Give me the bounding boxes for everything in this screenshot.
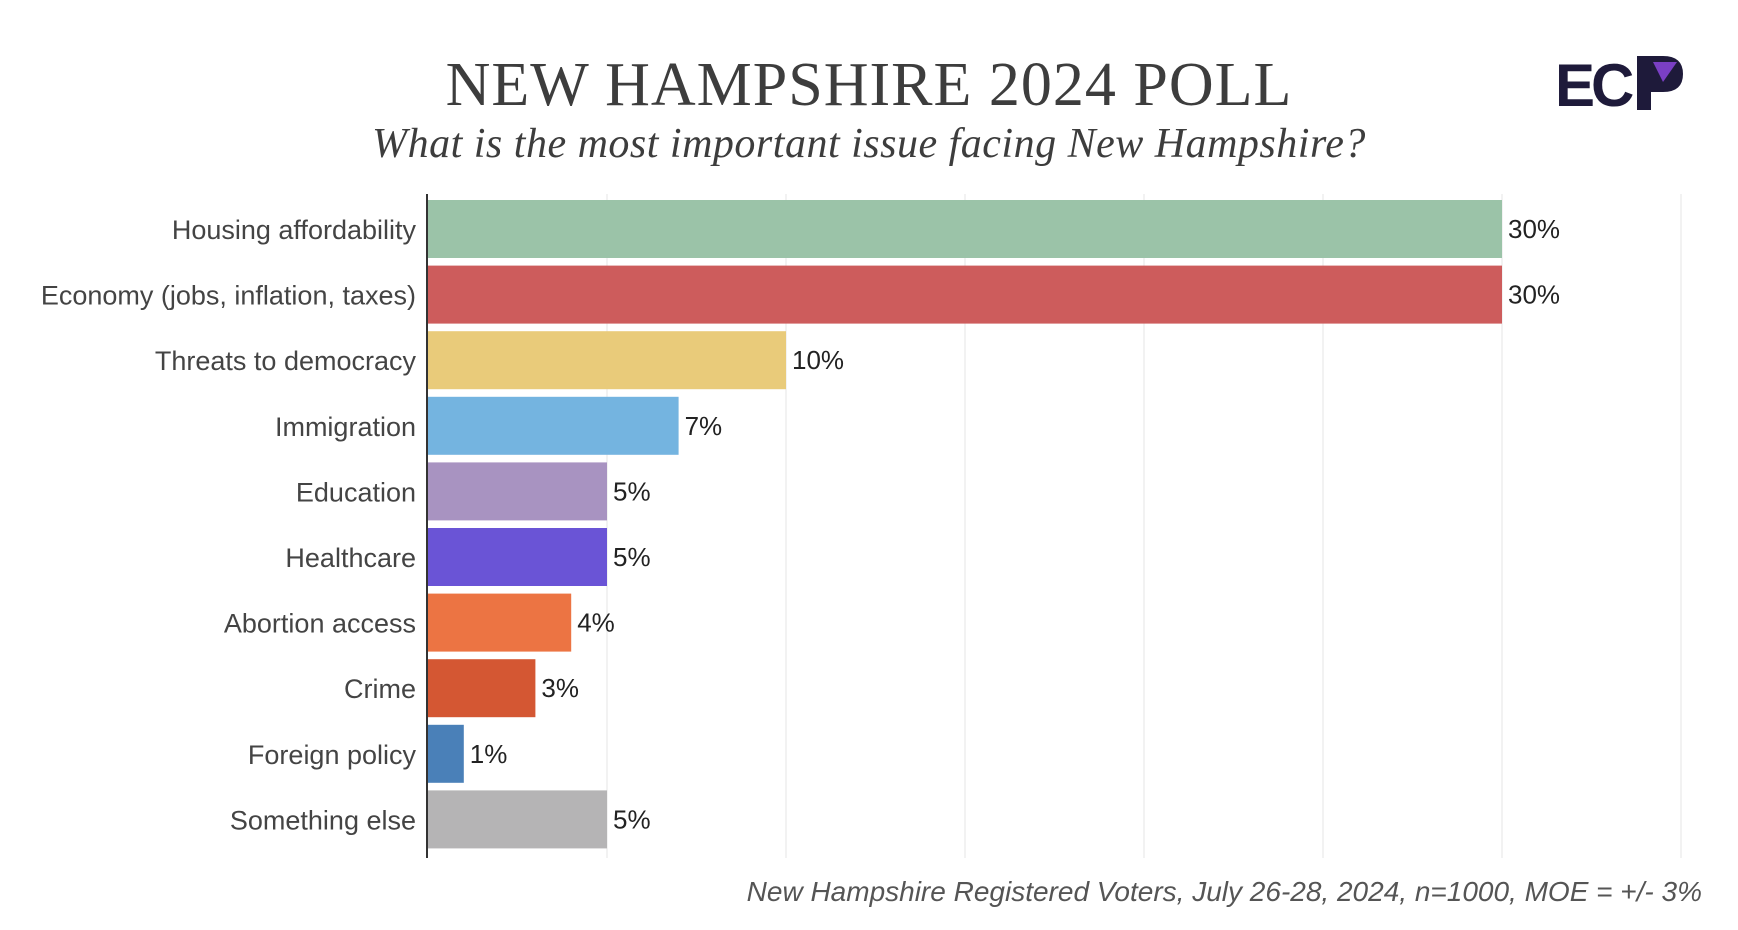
bar	[428, 528, 607, 586]
bar	[428, 462, 607, 521]
value-labels: 30% 30% 10% 7% 5% 5% 4% 3% 1% 5%	[470, 214, 1560, 834]
category-label: Economy (jobs, inflation, taxes)	[41, 281, 416, 311]
chart-title: NEW HAMPSHIRE 2024 POLL	[445, 51, 1293, 119]
bars	[428, 200, 1502, 849]
bar	[428, 593, 572, 652]
ecp-logo: EC	[1555, 52, 1683, 114]
bar	[428, 265, 1502, 324]
category-label: Immigration	[275, 412, 416, 442]
footnote: New Hampshire Registered Voters, July 26…	[746, 876, 1702, 907]
bar	[428, 331, 786, 390]
value-label: 5%	[613, 804, 651, 834]
value-label: 1%	[470, 739, 508, 769]
category-label: Foreign policy	[248, 740, 417, 770]
bar	[428, 200, 1502, 258]
value-label: 4%	[577, 608, 615, 638]
category-label: Something else	[230, 805, 416, 835]
bar	[428, 724, 464, 783]
category-label: Abortion access	[224, 609, 416, 639]
svg-text:EC: EC	[1555, 52, 1633, 114]
chart-subtitle: What is the most important issue facing …	[372, 121, 1366, 167]
category-label: Healthcare	[285, 543, 416, 573]
bar	[428, 790, 607, 849]
bar	[428, 659, 536, 718]
category-label: Threats to democracy	[155, 346, 417, 376]
bar	[428, 396, 679, 455]
category-label: Housing affordability	[172, 215, 417, 245]
value-label: 5%	[613, 542, 651, 572]
category-labels: Housing affordability Economy (jobs, infl…	[41, 215, 417, 835]
category-label: Crime	[344, 674, 416, 704]
value-label: 10%	[792, 345, 844, 375]
value-label: 7%	[685, 411, 723, 441]
value-label: 5%	[613, 476, 651, 506]
category-label: Education	[296, 477, 416, 507]
value-label: 30%	[1508, 280, 1560, 310]
value-label: 3%	[541, 673, 579, 703]
value-label: 30%	[1508, 214, 1560, 244]
